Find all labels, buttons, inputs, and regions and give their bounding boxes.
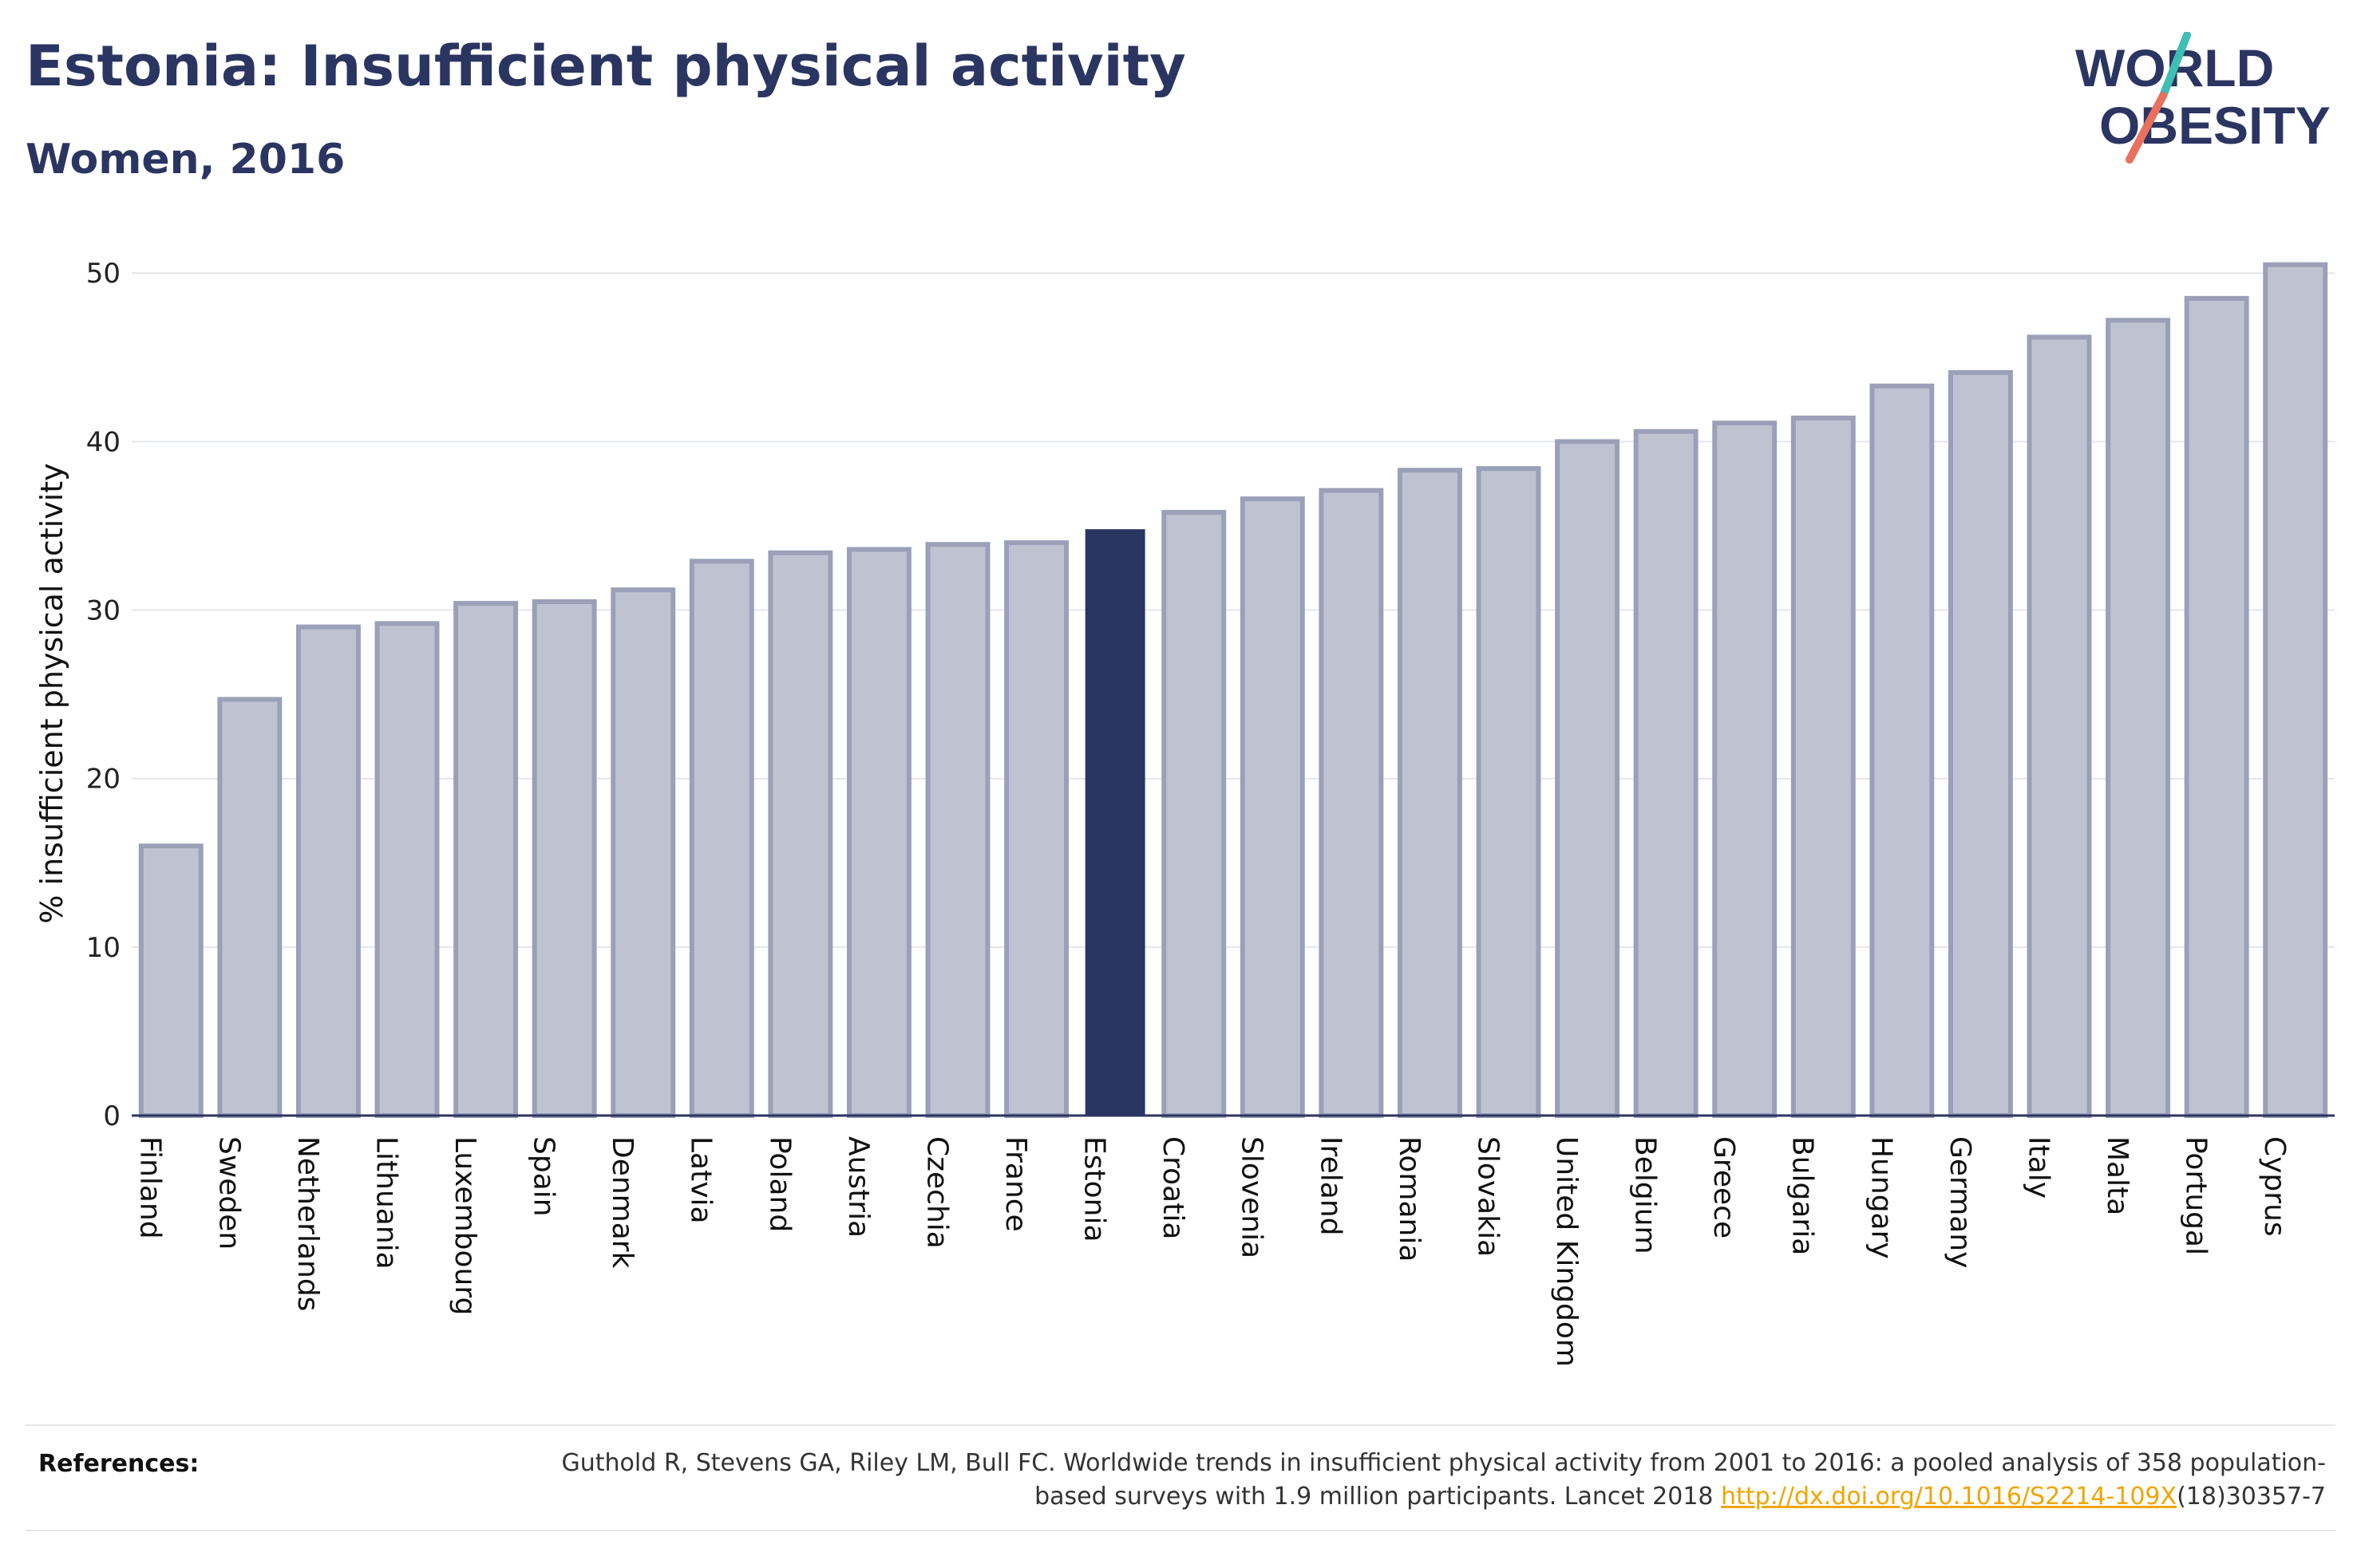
y-tick-label: 10 xyxy=(86,932,121,964)
x-tick-label: Germany xyxy=(1944,1136,1976,1268)
x-tick-label: Greece xyxy=(1707,1136,1740,1238)
y-tick-label: 0 xyxy=(103,1100,121,1132)
bar-malta xyxy=(2106,318,2171,1119)
x-tick-label: Poland xyxy=(763,1136,796,1232)
y-tick-label: 20 xyxy=(86,764,121,796)
x-tick-label: Hungary xyxy=(1865,1136,1897,1259)
x-tick-label: Denmark xyxy=(606,1136,639,1269)
bar-czechia xyxy=(925,542,991,1118)
x-tick-label: Austria xyxy=(842,1136,875,1238)
x-tick-label: Malta xyxy=(2101,1136,2134,1215)
bar-romania xyxy=(1397,468,1462,1118)
chart-subtitle: Women, 2016 xyxy=(26,136,346,184)
x-tick-label: Netherlands xyxy=(291,1136,324,1311)
x-tick-label: Spain xyxy=(528,1136,560,1217)
bar-belgium xyxy=(1633,429,1699,1118)
x-tick-label: Czechia xyxy=(920,1136,953,1249)
x-tick-label: Latvia xyxy=(685,1136,718,1224)
bar-united-kingdom xyxy=(1555,439,1620,1118)
x-tick-label: United Kingdom xyxy=(1550,1136,1583,1367)
bar-greece xyxy=(1712,421,1778,1118)
bar-ireland xyxy=(1319,488,1384,1118)
x-tick-label: Luxembourg xyxy=(449,1136,481,1315)
bar-hungary xyxy=(1869,383,1935,1118)
x-tick-label: Cyprus xyxy=(2258,1136,2291,1237)
bar-austria xyxy=(846,547,912,1118)
y-tick-label: 50 xyxy=(86,258,121,290)
bar-france xyxy=(1004,540,1070,1118)
references-label: References: xyxy=(38,1450,200,1478)
x-tick-label: Italy xyxy=(2022,1136,2055,1199)
chart-title: Estonia: Insufficient physical activity xyxy=(26,34,1186,99)
bar-italy xyxy=(2027,334,2092,1118)
bar-slovakia xyxy=(1476,466,1541,1118)
reference-citation-suffix: (18)30357-7 xyxy=(2177,1483,2326,1511)
reference-citation: Guthold R, Stevens GA, Riley LM, Bull FC… xyxy=(561,1449,2326,1511)
x-tick-label: Slovakia xyxy=(1471,1136,1504,1257)
logo-slash-coral xyxy=(2126,92,2167,164)
x-tick-label: Croatia xyxy=(1157,1136,1189,1239)
bar-luxembourg xyxy=(453,601,519,1118)
bar-denmark xyxy=(611,587,676,1118)
bar-estonia xyxy=(1085,529,1145,1116)
x-tick-label: Ireland xyxy=(1314,1136,1347,1236)
x-tick-label: Lithuania xyxy=(370,1136,402,1270)
x-tick-label: Sweden xyxy=(212,1136,245,1250)
bar-finland xyxy=(138,843,204,1118)
references-section: References: Guthold R, Stevens GA, Riley… xyxy=(26,1424,2335,1531)
world-obesity-logo: WORLD OBESITY xyxy=(2075,32,2331,164)
bar-sweden xyxy=(217,697,283,1118)
bar-poland xyxy=(768,550,833,1118)
x-tick-label: Romania xyxy=(1393,1136,1426,1262)
bar-cyprus xyxy=(2263,262,2328,1118)
bar-spain xyxy=(532,598,597,1118)
x-tick-label: Belgium xyxy=(1629,1136,1662,1254)
y-tick-label: 30 xyxy=(86,595,121,627)
bar-chart: 0 10 20 30 40 50 Finland Sweden Netherlands Lithu… xyxy=(34,258,2335,1367)
bar-bulgaria xyxy=(1790,415,1856,1118)
bar-lithuania xyxy=(374,621,440,1118)
references-text: Guthold R, Stevens GA, Riley LM, Bull FC… xyxy=(490,1447,2326,1514)
y-axis-label: % insufficient physical activity xyxy=(34,463,69,923)
x-tick-label: Slovenia xyxy=(1236,1136,1268,1258)
x-tick-label: Portugal xyxy=(2180,1136,2213,1255)
bar-portugal xyxy=(2184,295,2249,1119)
bar-slovenia xyxy=(1240,496,1305,1118)
bar-netherlands xyxy=(295,624,361,1118)
x-tick-label: Bulgaria xyxy=(1786,1136,1819,1255)
y-tick-label: 40 xyxy=(86,426,121,458)
x-tick-label: Estonia xyxy=(1078,1136,1111,1242)
bar-latvia xyxy=(689,559,754,1118)
bar-croatia xyxy=(1161,510,1227,1118)
x-tick-label: France xyxy=(999,1136,1032,1232)
x-tick-label: Finland xyxy=(134,1136,167,1239)
bars xyxy=(138,262,2328,1119)
reference-doi-link[interactable]: http://dx.doi.org/10.1016/S2214-109X xyxy=(1721,1483,2177,1511)
tick-labels: 0 10 20 30 40 50 Finland Sweden Netherlands Lithu… xyxy=(34,258,2291,1367)
logo-slash-teal xyxy=(2159,32,2191,100)
bar-germany xyxy=(1948,369,2013,1118)
